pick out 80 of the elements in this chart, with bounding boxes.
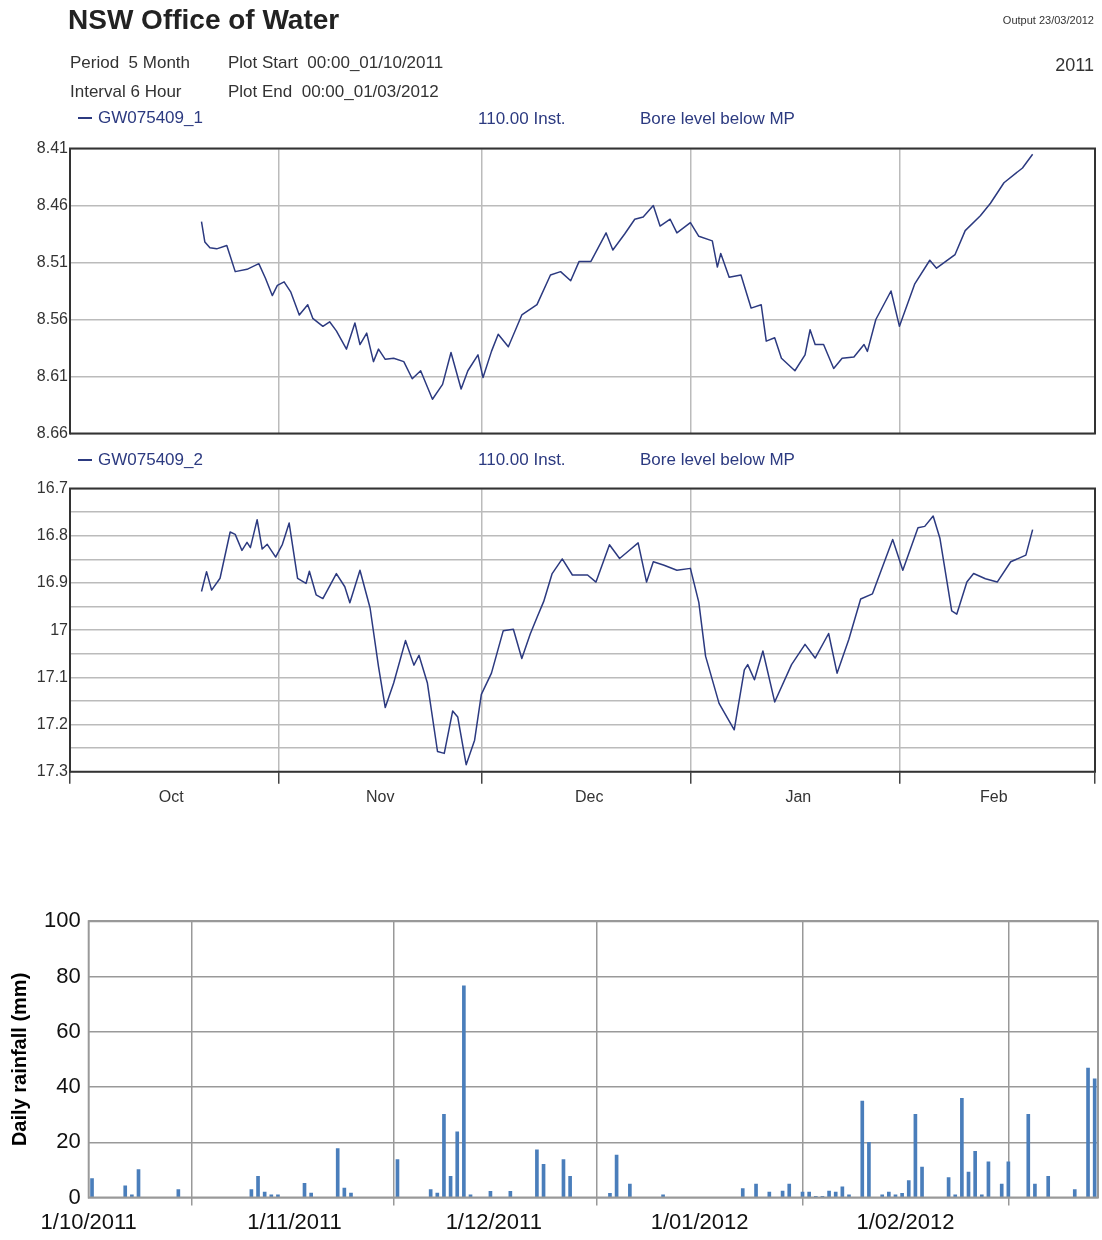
y-tick-label: 8.56 [36, 309, 69, 327]
bar [973, 1151, 977, 1198]
bar [435, 1192, 440, 1198]
x-tick-label: 1/10/2011 [40, 1208, 137, 1234]
y-tick-label: 17.3 [36, 762, 69, 780]
y-tick-label: 16.7 [36, 479, 69, 497]
bar [535, 1149, 539, 1198]
x-tick-label: Jan [785, 787, 812, 805]
bar [335, 1148, 340, 1198]
x-tick-label: 1/12/2011 [445, 1208, 542, 1234]
bar [123, 1185, 128, 1198]
x-tick-label: Oct [158, 787, 185, 805]
y-tick-label: 0 [68, 1183, 81, 1209]
x-tick-label: 1/11/2011 [247, 1208, 342, 1234]
text: 2011 [1055, 55, 1094, 76]
y-tick-label: 8.51 [36, 252, 69, 270]
bar [920, 1166, 924, 1198]
text: Plot End 00:00_01/03/2012 [228, 82, 439, 102]
bar [90, 1178, 94, 1198]
bar [1033, 1183, 1037, 1198]
bar [568, 1175, 572, 1198]
legend-label: GW075409_1 [98, 108, 203, 128]
y-tick-label: 8.61 [36, 366, 69, 384]
x-tick-label: Nov [365, 787, 395, 805]
text: 110.00 Inst. [478, 450, 566, 470]
bar [754, 1183, 758, 1198]
bar [428, 1189, 433, 1198]
y-tick-label: 17.2 [36, 715, 69, 733]
y-tick-label: 8.46 [36, 195, 69, 213]
bar [860, 1100, 865, 1198]
bar [1046, 1175, 1051, 1198]
bar [349, 1192, 353, 1198]
x-tick-label: Feb [980, 787, 1008, 805]
bar [787, 1183, 792, 1198]
y-tick-label: 17 [50, 620, 69, 638]
text: Plot Start 00:00_01/10/2011 [228, 53, 444, 73]
y-tick-label: 60 [56, 1017, 81, 1043]
bar [867, 1141, 871, 1198]
bar [960, 1098, 964, 1198]
y-tick-label: 40 [56, 1073, 81, 1099]
y-tick-label: 16.8 [36, 526, 69, 544]
bar [455, 1131, 460, 1198]
bar [740, 1188, 745, 1198]
y-tick-label: 8.41 [36, 139, 69, 157]
bar [807, 1191, 811, 1198]
bar [900, 1193, 904, 1198]
x-tick-label: 1/01/2012 [650, 1208, 749, 1234]
text: Bore level below MP [640, 450, 795, 470]
bar [1072, 1189, 1077, 1198]
bar [767, 1191, 772, 1198]
y-axis-title: Daily rainfall (mm) [7, 972, 30, 1147]
bar [628, 1183, 632, 1198]
bar [309, 1192, 313, 1198]
y-tick-label: 8.66 [36, 423, 69, 441]
bar [999, 1183, 1004, 1198]
bar [608, 1193, 612, 1198]
bar [256, 1175, 260, 1198]
bar [442, 1114, 446, 1198]
bar [906, 1180, 911, 1198]
x-tick-label: 1/02/2012 [856, 1208, 955, 1234]
text: Output 23/03/2012 [1002, 14, 1094, 26]
legend-label: GW075409_2 [98, 450, 203, 470]
bar [1092, 1078, 1097, 1198]
chart-title: NSW Office of Water [68, 4, 340, 36]
text: Interval 6 Hour [70, 82, 182, 102]
y-tick-label: 20 [56, 1128, 81, 1154]
text: Period 5 Month [70, 53, 191, 73]
x-tick-label: Dec [575, 787, 604, 805]
text: Bore level below MP [640, 109, 795, 129]
bar [833, 1191, 838, 1198]
bar [462, 985, 466, 1198]
bar [1026, 1114, 1031, 1198]
y-tick-label: 100 [43, 907, 81, 933]
bar [827, 1190, 831, 1198]
y-tick-label: 17.1 [36, 667, 69, 685]
y-tick-label: 80 [56, 962, 81, 988]
bar [887, 1191, 891, 1198]
text: 110.00 Inst. [478, 109, 566, 129]
bar [1086, 1067, 1090, 1198]
y-tick-label: 16.9 [36, 573, 69, 591]
